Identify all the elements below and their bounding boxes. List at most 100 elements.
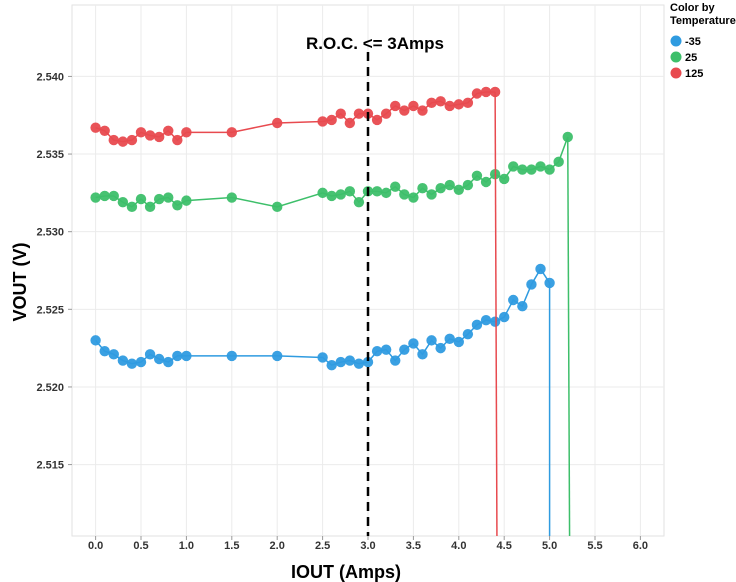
- x-tick-label: 4.5: [497, 540, 512, 552]
- data-point: [181, 127, 192, 138]
- data-point: [553, 156, 564, 168]
- legend-label: 125: [685, 68, 703, 80]
- series-125: [90, 86, 501, 537]
- data-point: [163, 356, 174, 368]
- data-point: [517, 164, 528, 175]
- data-point: [426, 97, 437, 109]
- x-tick-label: 2.0: [270, 540, 285, 552]
- x-tick-label: 3.5: [406, 540, 421, 552]
- chart-title: R.O.C. <= 3Amps: [306, 34, 444, 53]
- data-point: [544, 164, 555, 175]
- data-point: [90, 192, 101, 203]
- data-point: [126, 134, 138, 146]
- data-point: [344, 117, 356, 129]
- data-point: [153, 353, 165, 365]
- series-drop-line: [567, 136, 571, 537]
- data-point: [226, 192, 238, 203]
- data-point: [135, 193, 147, 205]
- data-point: [144, 130, 156, 141]
- data-point: [326, 360, 337, 371]
- data-point: [153, 193, 165, 205]
- data-point: [380, 187, 392, 199]
- ticks: 0.0 0.5 1.0 1.5 2.0 2.5 3.0 3.5 4.0 4.5 5.0 5.5 6.0 2…: [36, 71, 648, 552]
- legend-label: 25: [685, 52, 697, 64]
- data-point: [272, 350, 283, 362]
- data-point: [163, 192, 174, 203]
- data-point: [90, 122, 101, 133]
- data-point: [417, 183, 428, 194]
- data-point: [480, 176, 492, 188]
- legend-marker-icon: [670, 51, 682, 63]
- series-layer: [90, 86, 573, 537]
- x-tick-label: 1.5: [224, 540, 239, 552]
- data-point: [226, 127, 238, 138]
- data-point: [544, 277, 555, 289]
- data-point: [390, 355, 401, 366]
- y-tick-label: 2.515: [36, 460, 64, 472]
- data-point: [453, 184, 464, 195]
- data-point: [163, 125, 174, 136]
- x-tick-label: 5.5: [587, 540, 602, 552]
- data-point: [371, 346, 383, 357]
- data-point: [153, 131, 165, 143]
- data-point: [326, 114, 337, 126]
- data-point: [99, 125, 110, 136]
- data-point: [444, 179, 455, 191]
- data-point: [126, 201, 138, 213]
- legend-label: -35: [685, 36, 701, 48]
- data-point: [380, 108, 392, 119]
- data-point: [453, 336, 464, 348]
- y-tick-label: 2.535: [36, 149, 64, 161]
- data-point: [108, 190, 119, 202]
- data-point: [390, 100, 401, 112]
- data-point: [172, 200, 183, 211]
- x-tick-label: 3.0: [360, 540, 375, 552]
- data-point: [408, 100, 419, 112]
- data-point: [462, 328, 474, 340]
- x-tick-label: 5.0: [542, 540, 557, 552]
- data-point: [226, 350, 238, 362]
- data-point: [399, 344, 410, 355]
- data-point: [471, 319, 483, 331]
- data-point: [435, 96, 446, 107]
- data-point: [172, 350, 183, 362]
- data-point: [435, 342, 446, 354]
- data-point: [399, 189, 410, 200]
- data-point: [371, 186, 383, 197]
- data-point: [144, 349, 156, 360]
- data-point: [517, 301, 528, 312]
- data-point: [426, 189, 437, 200]
- legend-marker-icon: [670, 35, 682, 47]
- data-point: [90, 335, 101, 346]
- legend: -35 25 125: [670, 35, 703, 80]
- x-tick-label: 1.0: [179, 540, 194, 552]
- data-point: [144, 201, 156, 213]
- data-point: [344, 355, 356, 366]
- data-point: [444, 100, 455, 112]
- data-point: [498, 311, 510, 323]
- x-tick-label: 2.5: [315, 540, 330, 552]
- x-tick-label: 0.5: [133, 540, 148, 552]
- data-point: [417, 349, 428, 360]
- x-tick-label: 0.0: [88, 540, 103, 552]
- y-axis-label: VOUT (V): [10, 242, 30, 321]
- data-point: [117, 355, 129, 366]
- data-point: [489, 316, 501, 327]
- data-point: [535, 161, 546, 172]
- data-point: [317, 352, 328, 363]
- data-point: [181, 350, 192, 362]
- x-tick-label: 6.0: [633, 540, 648, 552]
- data-point: [462, 97, 474, 109]
- data-point: [181, 195, 192, 206]
- data-point: [126, 358, 138, 369]
- data-point: [426, 335, 437, 346]
- data-point: [135, 356, 147, 368]
- data-point: [353, 108, 365, 119]
- grid: [68, 4, 665, 540]
- data-point: [489, 86, 501, 98]
- data-point: [326, 190, 337, 202]
- data-point: [453, 99, 464, 110]
- series--35: [90, 263, 555, 536]
- data-point: [335, 108, 346, 119]
